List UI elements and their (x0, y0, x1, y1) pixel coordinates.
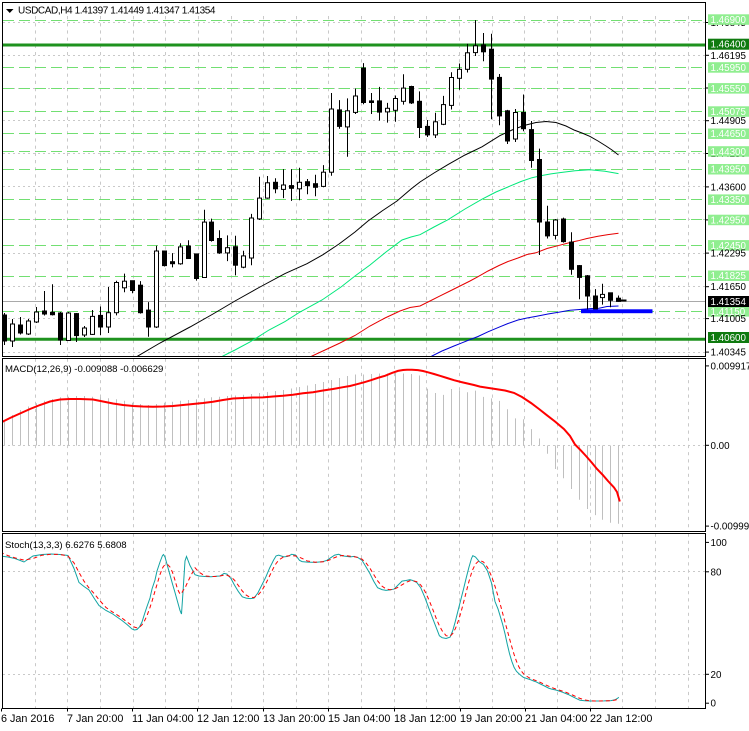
svg-text:80: 80 (711, 567, 722, 578)
svg-text:1.42950: 1.42950 (711, 215, 747, 226)
svg-text:12 Jan 12:00: 12 Jan 12:00 (197, 713, 259, 725)
svg-text:19 Jan 20:00: 19 Jan 20:00 (460, 713, 522, 725)
svg-text:Stoch(13,3,3) 6.6276 5.6808: Stoch(13,3,3) 6.6276 5.6808 (5, 540, 127, 551)
svg-text:22 Jan 12:00: 22 Jan 12:00 (590, 713, 652, 725)
svg-text:11 Jan 04:00: 11 Jan 04:00 (132, 713, 194, 725)
svg-text:1.45950: 1.45950 (711, 63, 747, 74)
svg-text:1.40345: 1.40345 (711, 348, 747, 359)
svg-text:0.009917: 0.009917 (711, 361, 749, 372)
svg-text:100: 100 (711, 538, 728, 549)
svg-text:1.41825: 1.41825 (711, 271, 747, 282)
svg-text:-0.009993: -0.009993 (711, 522, 749, 533)
svg-text:1.43950: 1.43950 (711, 165, 747, 176)
svg-text:6 Jan 2016: 6 Jan 2016 (1, 713, 54, 725)
svg-text:1.45550: 1.45550 (711, 84, 747, 95)
svg-text:1.42450: 1.42450 (711, 241, 747, 252)
svg-text:0.00: 0.00 (711, 441, 731, 452)
svg-text:20: 20 (711, 670, 722, 681)
svg-text:1.42295: 1.42295 (711, 249, 747, 260)
svg-text:USDCAD,H4 1.41397 1.41449 1.4: USDCAD,H4 1.41397 1.41449 1.41347 1.4135… (18, 6, 216, 17)
svg-text:0: 0 (711, 699, 717, 710)
svg-text:1.41150: 1.41150 (711, 307, 746, 318)
svg-text:1.46400: 1.46400 (711, 40, 747, 51)
svg-text:1.40600: 1.40600 (711, 333, 747, 344)
svg-text:1.44905: 1.44905 (711, 116, 747, 127)
svg-text:1.43600: 1.43600 (711, 182, 747, 193)
svg-text:15 Jan 04:00: 15 Jan 04:00 (328, 713, 390, 725)
svg-text:21 Jan 04:00: 21 Jan 04:00 (525, 713, 587, 725)
svg-text:1.46900: 1.46900 (711, 15, 747, 26)
svg-text:1.41005: 1.41005 (711, 314, 747, 325)
svg-text:18 Jan 12:00: 18 Jan 12:00 (394, 713, 456, 725)
svg-text:1.41650: 1.41650 (711, 282, 747, 293)
svg-text:1.44300: 1.44300 (711, 147, 747, 158)
svg-text:7 Jan 20:00: 7 Jan 20:00 (67, 713, 123, 725)
svg-text:1.41354: 1.41354 (711, 297, 747, 308)
svg-text:1.46195: 1.46195 (711, 51, 747, 62)
svg-text:1.43350: 1.43350 (711, 195, 747, 206)
svg-text:1.44650: 1.44650 (711, 129, 747, 140)
svg-text:MACD(12,26,9) -0.009088 -0.006: MACD(12,26,9) -0.009088 -0.006629 (5, 364, 163, 375)
svg-text:13 Jan 20:00: 13 Jan 20:00 (263, 713, 325, 725)
svg-text:1.45075: 1.45075 (711, 107, 747, 118)
